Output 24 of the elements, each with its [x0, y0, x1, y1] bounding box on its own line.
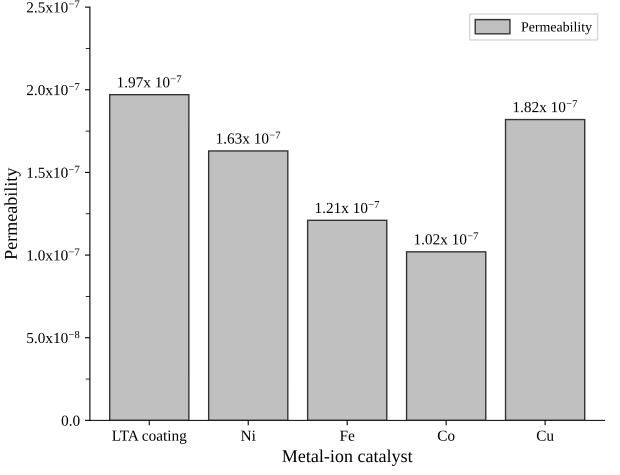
y-tick-label: 2.0x10$^{−7}$ [26, 83, 80, 96]
data-label: 1.97x 10$^{−7}$ [118, 75, 182, 88]
y-tick-label: 5.0x10$^{−8}$ [27, 330, 80, 344]
bar [208, 150, 289, 420]
data-label: 1.63x 10$^{−7}$ [216, 132, 280, 144]
bar [108, 94, 190, 420]
x-tick-label: Cu [536, 430, 554, 441]
data-label: 1.21x 10$^{−7}$ [316, 201, 380, 214]
bar [306, 220, 388, 420]
y-tick-label: 2.5x10$^{−7}$ [26, 0, 80, 13]
data-label: 1.82x 10$^{−7}$ [514, 100, 578, 112]
bar [504, 118, 586, 420]
x-tick-label: Ni [241, 430, 256, 441]
legend-label: Permeability [521, 22, 592, 34]
y-tick-label: 0.0 [62, 416, 80, 426]
y-tick-label: 1.0x10$^{−7}$ [28, 248, 80, 261]
y-axis-title: Permeability [4, 168, 21, 260]
bar [406, 251, 486, 420]
x-tick-label: LTA coating [112, 430, 186, 444]
data-label: 1.02x 10$^{−7}$ [414, 232, 478, 245]
x-axis-title: Metal-ion catalyst [282, 450, 413, 466]
x-tick-label: Co [438, 430, 454, 441]
x-tick-label: Fe [340, 430, 354, 441]
y-tick-label: 1.5x10$^{−7}$ [28, 166, 80, 178]
